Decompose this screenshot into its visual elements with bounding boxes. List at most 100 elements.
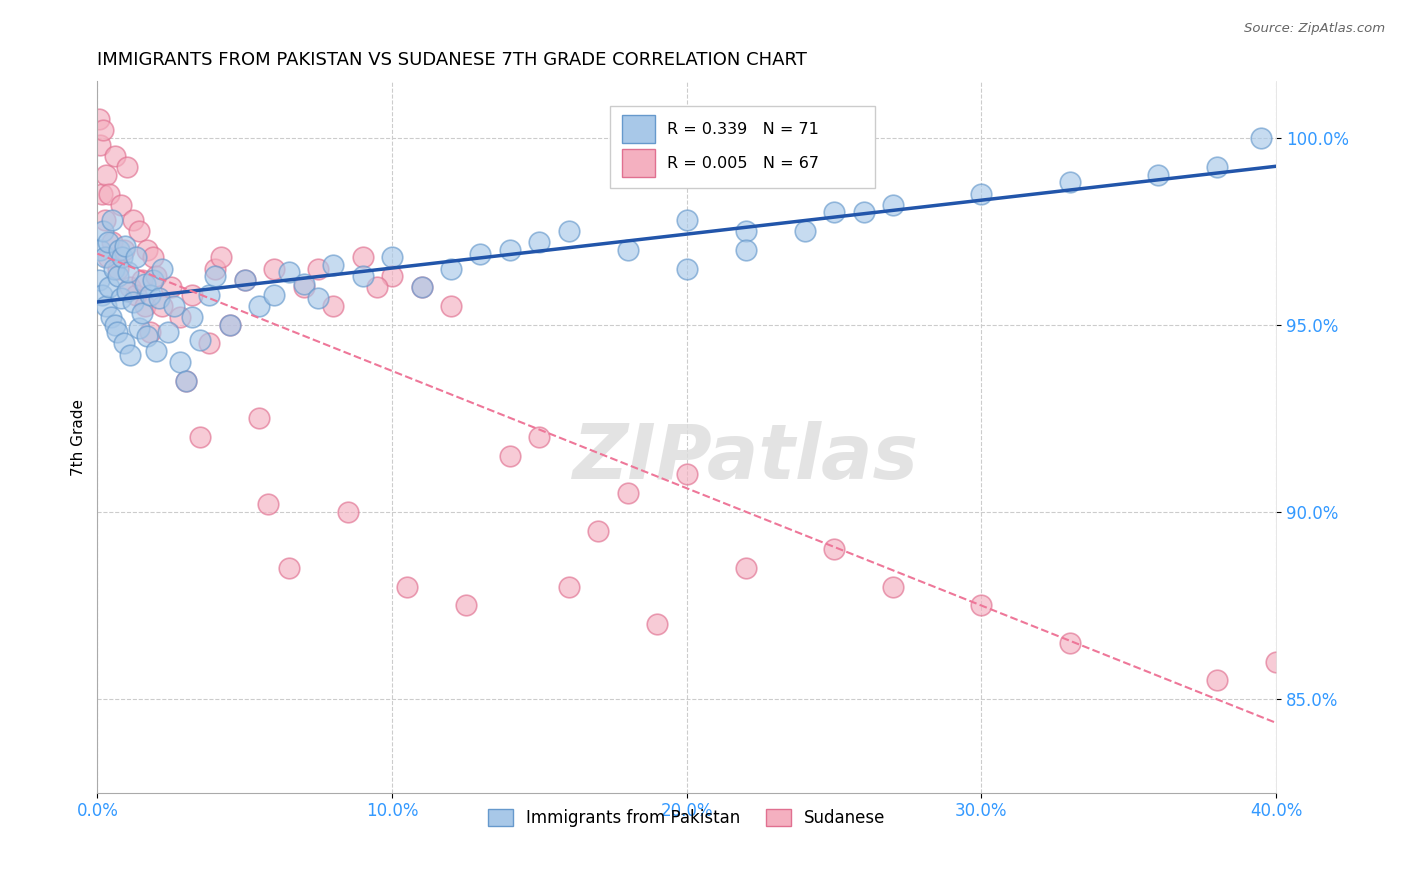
Point	[93, 212, 115, 227]
Point	[110, 198, 132, 212]
Point	[112, 336, 135, 351]
Point	[617, 486, 640, 500]
Point	[675, 467, 697, 482]
Point	[97, 250, 120, 264]
Point	[104, 318, 127, 332]
Y-axis label: 7th Grade: 7th Grade	[72, 399, 86, 475]
Text: R = 0.339   N = 71: R = 0.339 N = 71	[666, 121, 818, 136]
Point	[322, 299, 344, 313]
Point	[89, 243, 111, 257]
Point	[148, 292, 170, 306]
Point	[381, 268, 404, 283]
Point	[263, 261, 285, 276]
Point	[128, 321, 150, 335]
Point	[134, 299, 156, 313]
Point	[128, 224, 150, 238]
Point	[150, 261, 173, 276]
Point	[180, 310, 202, 325]
Point	[98, 186, 121, 201]
Point	[145, 268, 167, 283]
Point	[734, 561, 756, 575]
Point	[233, 273, 256, 287]
Point	[112, 243, 135, 257]
Point	[98, 280, 121, 294]
Point	[882, 580, 904, 594]
Point	[134, 277, 156, 291]
Point	[793, 224, 815, 238]
Point	[174, 374, 197, 388]
Point	[470, 246, 492, 260]
Point	[352, 268, 374, 283]
Point	[114, 239, 136, 253]
Point	[169, 355, 191, 369]
Point	[117, 265, 139, 279]
Point	[440, 299, 463, 313]
FancyBboxPatch shape	[621, 115, 655, 144]
Point	[103, 261, 125, 276]
Point	[115, 284, 138, 298]
Point	[1059, 636, 1081, 650]
Point	[142, 273, 165, 287]
Point	[139, 287, 162, 301]
Point	[121, 212, 143, 227]
Point	[1059, 176, 1081, 190]
Point	[970, 186, 993, 201]
Point	[852, 205, 875, 219]
Point	[96, 299, 118, 313]
Point	[139, 325, 162, 339]
Point	[970, 599, 993, 613]
Point	[101, 235, 124, 250]
Point	[101, 212, 124, 227]
Point	[96, 168, 118, 182]
Point	[150, 299, 173, 313]
Text: ZIPatlas: ZIPatlas	[572, 421, 918, 495]
Text: IMMIGRANTS FROM PAKISTAN VS SUDANESE 7TH GRADE CORRELATION CHART: IMMIGRANTS FROM PAKISTAN VS SUDANESE 7TH…	[97, 51, 807, 69]
Point	[180, 287, 202, 301]
Point	[411, 280, 433, 294]
Point	[263, 287, 285, 301]
Point	[105, 325, 128, 339]
Point	[249, 299, 271, 313]
Point	[136, 243, 159, 257]
Point	[352, 250, 374, 264]
Point	[87, 112, 110, 126]
Point	[233, 273, 256, 287]
Point	[454, 599, 477, 613]
Point	[499, 243, 522, 257]
Point	[104, 149, 127, 163]
Point	[558, 224, 581, 238]
Point	[292, 277, 315, 291]
Point	[107, 261, 129, 276]
Point	[93, 250, 115, 264]
Point	[91, 224, 114, 238]
Point	[136, 329, 159, 343]
Point	[174, 374, 197, 388]
Point	[645, 617, 668, 632]
Point	[209, 250, 232, 264]
Point	[198, 336, 221, 351]
Point	[111, 250, 134, 264]
Point	[118, 280, 141, 294]
Point	[277, 265, 299, 279]
Point	[558, 580, 581, 594]
Point	[734, 243, 756, 257]
Point	[1206, 673, 1229, 688]
Point	[675, 261, 697, 276]
Point	[204, 268, 226, 283]
Point	[90, 186, 112, 201]
Point	[1324, 692, 1347, 706]
Point	[198, 287, 221, 301]
Point	[110, 292, 132, 306]
Legend: Immigrants from Pakistan, Sudanese: Immigrants from Pakistan, Sudanese	[481, 803, 891, 834]
Text: R = 0.005   N = 67: R = 0.005 N = 67	[666, 155, 818, 170]
Point	[381, 250, 404, 264]
Point	[529, 235, 551, 250]
Point	[249, 411, 271, 425]
Point	[499, 449, 522, 463]
Point	[336, 505, 359, 519]
Point	[87, 273, 110, 287]
Point	[163, 299, 186, 313]
FancyBboxPatch shape	[610, 106, 876, 188]
Point	[115, 161, 138, 175]
Point	[1147, 168, 1170, 182]
